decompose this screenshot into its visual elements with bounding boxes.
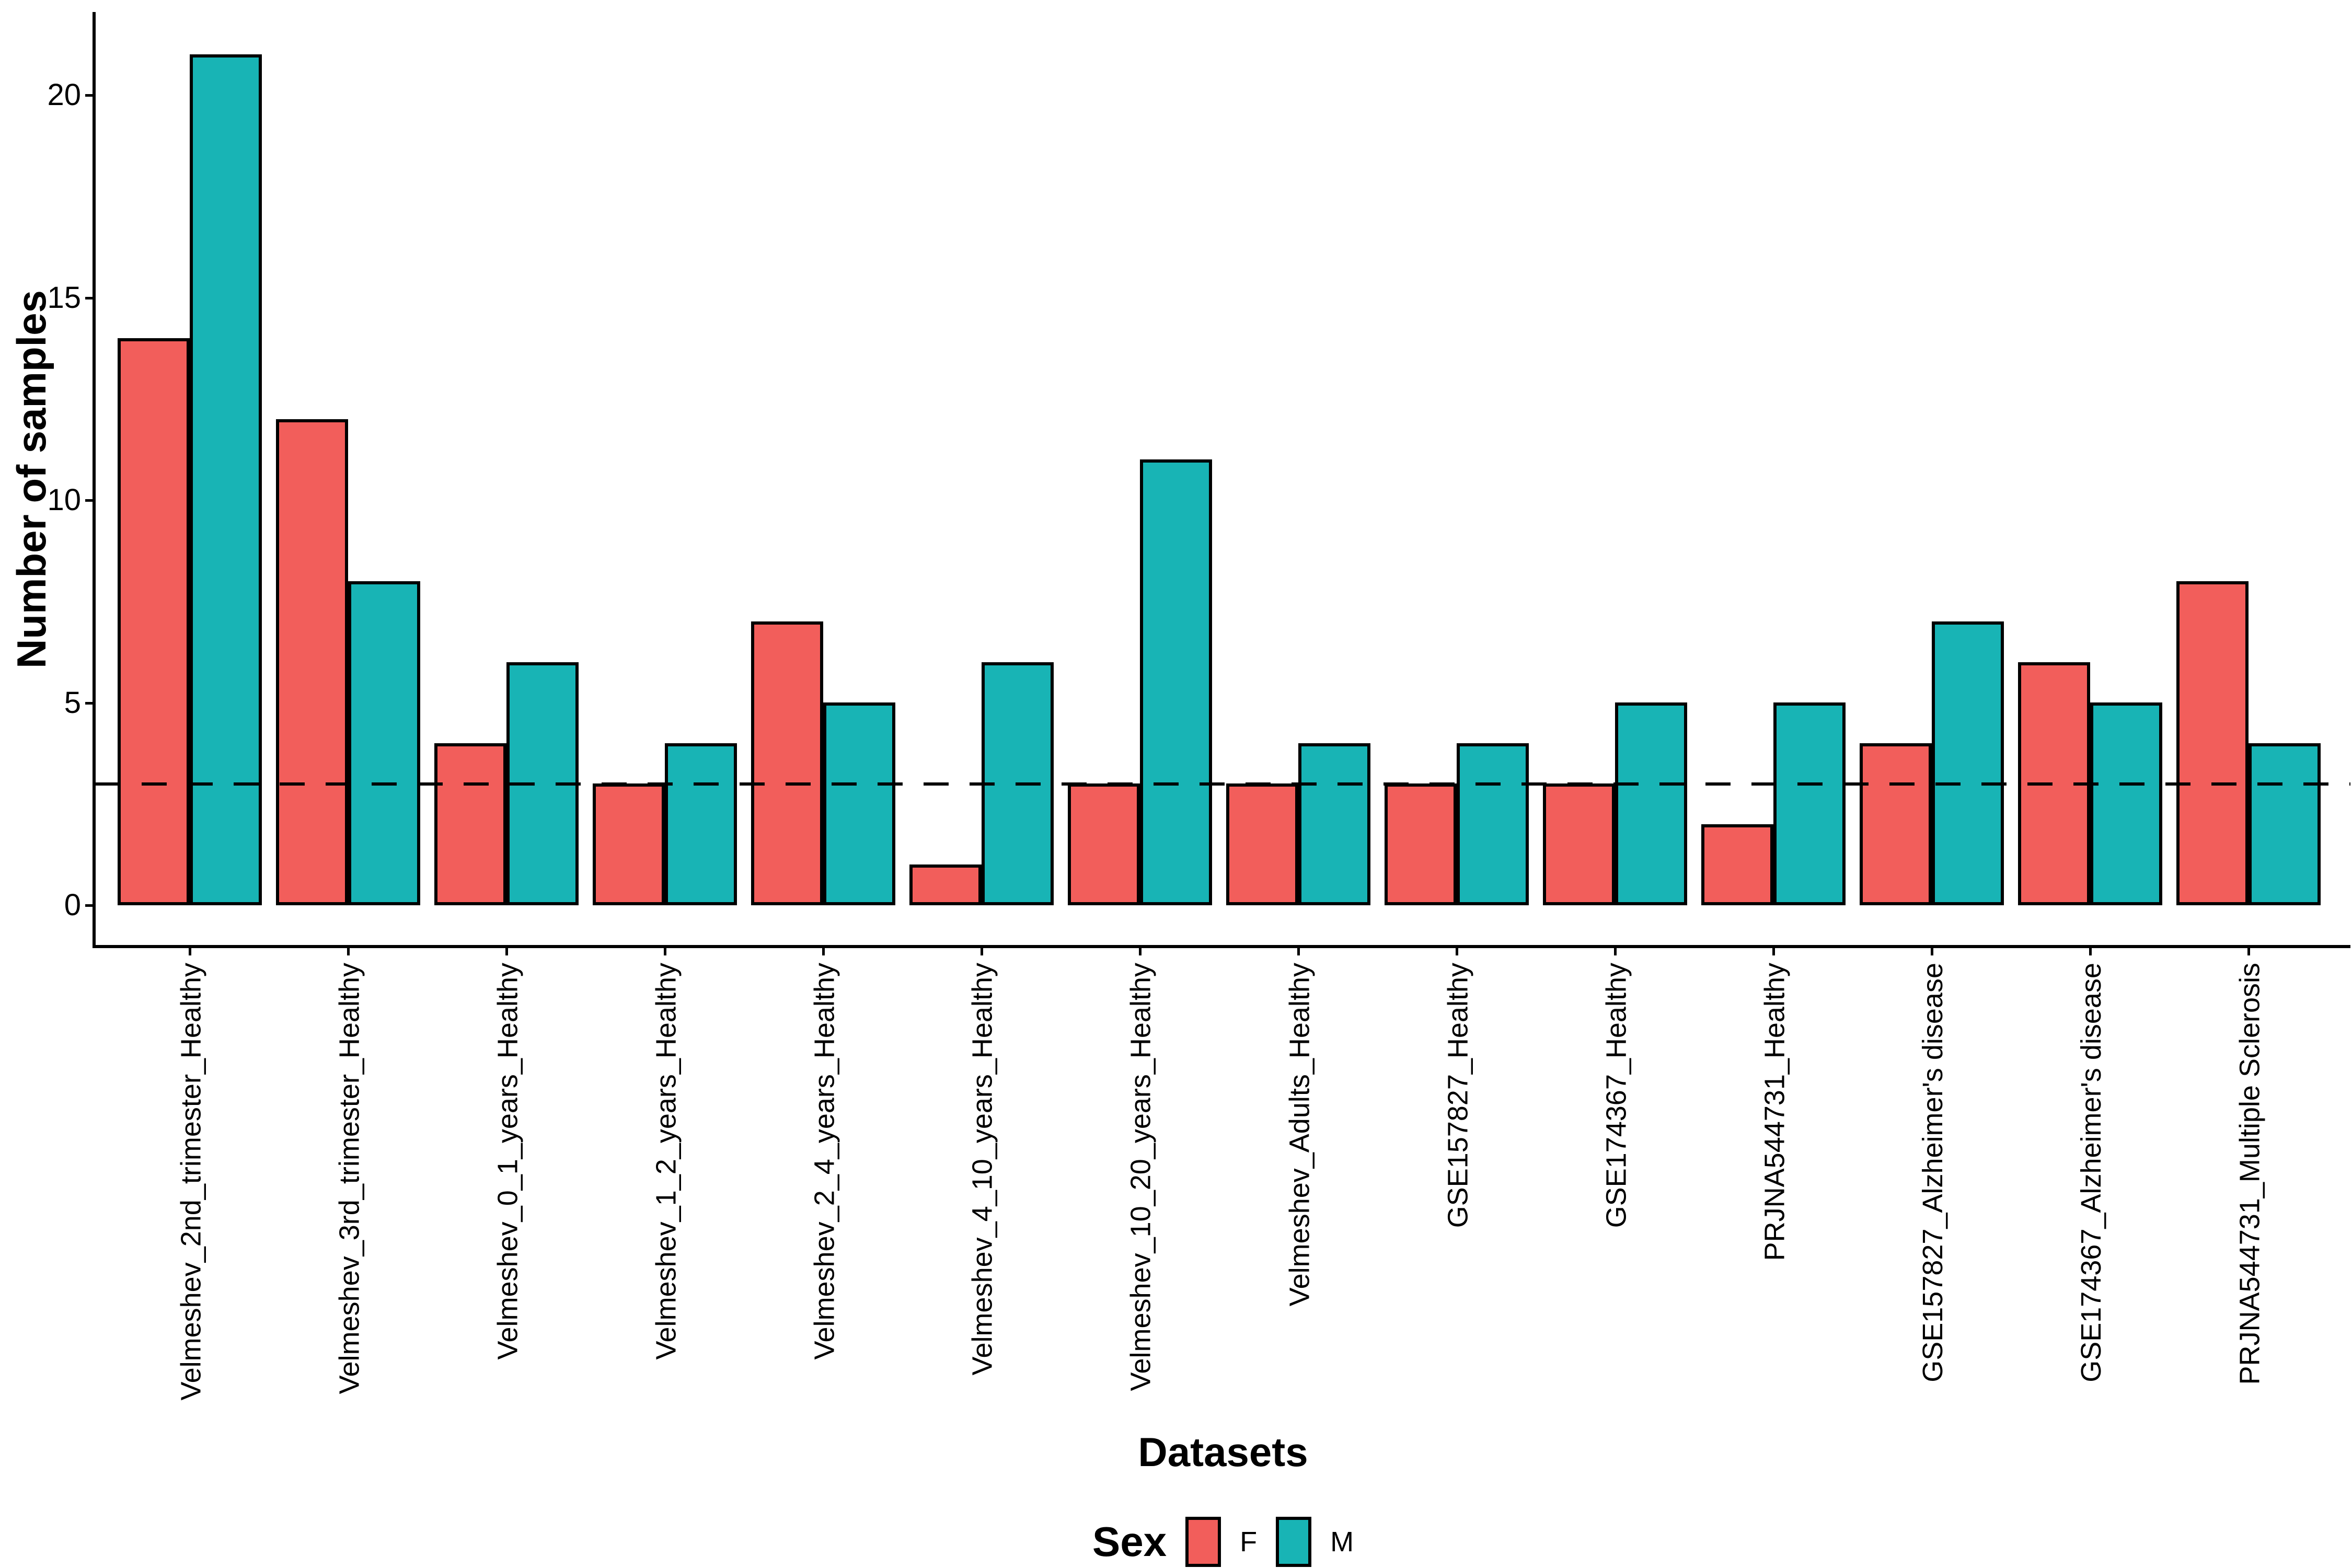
y-tick-label: 0 <box>64 888 81 922</box>
legend: Sex F M <box>94 1516 2352 1568</box>
x-tick-label: PRJNA544731_Multiple Sclerosis <box>2234 963 2265 1385</box>
y-tick-label: 5 <box>64 685 81 720</box>
bar-F <box>1543 783 1615 905</box>
x-tick-mark <box>822 948 825 955</box>
bar-M <box>1457 743 1529 905</box>
bar-M <box>1140 459 1212 905</box>
x-tick-label: GSE157827_Alzheimer's disease <box>1917 963 1949 1382</box>
bar-F <box>1860 743 1932 905</box>
x-tick-label: GSE174367_Alzheimer's disease <box>2076 963 2107 1382</box>
y-tick-label: 10 <box>47 483 81 517</box>
y-axis-line <box>93 12 96 948</box>
legend-label-M: M <box>1330 1526 1354 1558</box>
x-tick-label: Velmeshev_3rd_trimester_Healthy <box>333 963 365 1394</box>
x-tick-label: GSE174367_Healthy <box>1600 963 1632 1228</box>
bar-F <box>434 743 506 905</box>
bar-M <box>190 54 262 905</box>
bar-F <box>1701 824 1773 905</box>
x-tick-mark <box>2247 948 2250 955</box>
x-tick-mark <box>505 948 508 955</box>
x-tick-mark <box>664 948 666 955</box>
bar-M <box>823 702 895 905</box>
x-tick-label: Velmeshev_10_20_years_Healthy <box>1125 963 1157 1391</box>
x-tick-label: PRJNA544731_Healthy <box>1759 963 1790 1261</box>
bar-M <box>1932 621 2004 905</box>
x-tick-mark <box>2089 948 2092 955</box>
x-tick-label: Velmeshev_2_4_years_Healthy <box>809 963 840 1360</box>
y-tick-mark <box>85 701 93 705</box>
legend-key-M <box>1276 1517 1312 1567</box>
bar-F <box>593 783 665 905</box>
x-tick-mark <box>1614 948 1617 955</box>
reference-dashed-line <box>96 782 2350 786</box>
x-axis-line <box>93 945 2350 948</box>
x-axis-title: Datasets <box>1138 1429 1308 1475</box>
y-tick-mark <box>85 904 93 907</box>
x-tick-mark <box>1297 948 1300 955</box>
bar-M <box>2090 702 2162 905</box>
x-tick-mark <box>1772 948 1775 955</box>
bar-M <box>2249 743 2321 905</box>
bar-M <box>1773 702 1846 905</box>
y-tick-mark <box>85 499 93 502</box>
y-tick-label: 20 <box>47 78 81 112</box>
bar-F <box>118 338 190 905</box>
x-tick-mark <box>189 948 191 955</box>
x-tick-mark <box>981 948 983 955</box>
x-tick-mark <box>1456 948 1458 955</box>
bar-F <box>2176 581 2249 905</box>
x-tick-label: GSE157827_Healthy <box>1442 963 1473 1228</box>
bar-M <box>1298 743 1370 905</box>
legend-title: Sex <box>1092 1518 1167 1565</box>
x-tick-label: Velmeshev_2nd_trimester_Healthy <box>175 963 206 1401</box>
bar-M <box>1615 702 1687 905</box>
y-tick-mark <box>85 94 93 97</box>
x-tick-mark <box>1139 948 1142 955</box>
bar-F <box>1226 783 1298 905</box>
x-tick-label: Velmeshev_0_1_years_Healthy <box>492 963 523 1360</box>
x-tick-label: Velmeshev_1_2_years_Healthy <box>650 963 682 1360</box>
x-tick-mark <box>347 948 350 955</box>
legend-label-F: F <box>1240 1526 1258 1558</box>
y-tick-label: 15 <box>47 280 81 315</box>
y-tick-mark <box>85 296 93 299</box>
bar-M <box>348 581 420 905</box>
bar-F <box>751 621 823 905</box>
bar-F <box>1068 783 1140 905</box>
x-tick-label: Velmeshev_4_10_years_Healthy <box>967 963 998 1376</box>
x-tick-mark <box>1931 948 1933 955</box>
bar-F <box>1385 783 1457 905</box>
x-tick-label: Velmeshev_Adults_Healthy <box>1284 963 1315 1307</box>
legend-key-F <box>1185 1517 1221 1567</box>
bar-M <box>665 743 737 905</box>
bar-F <box>909 864 982 905</box>
bar-F <box>276 419 348 905</box>
